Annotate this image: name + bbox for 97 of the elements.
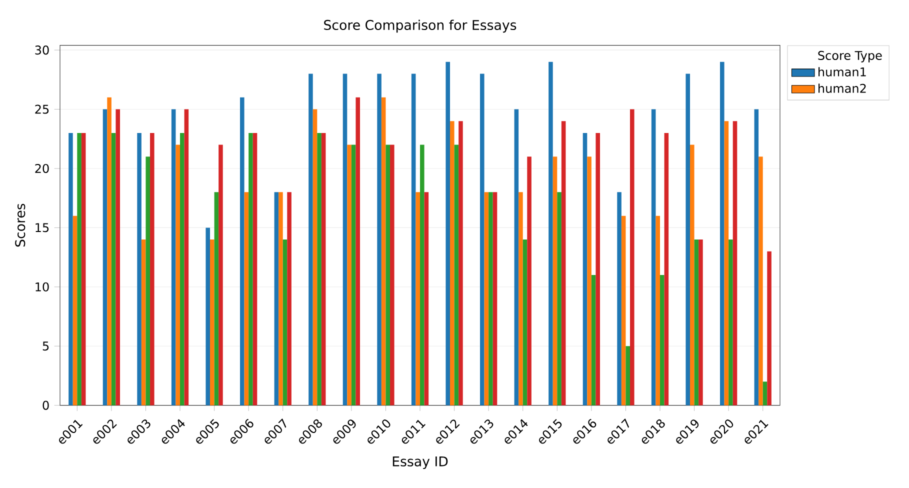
- bar: [176, 144, 180, 406]
- bar: [107, 97, 112, 406]
- bar: [150, 132, 154, 406]
- bar: [68, 132, 73, 406]
- bar: [561, 121, 566, 406]
- x-axis-title: Essay ID: [392, 456, 448, 469]
- bar: [424, 192, 429, 406]
- bar: [596, 132, 600, 406]
- bar: [694, 240, 699, 406]
- bar: [116, 109, 120, 406]
- bar: [416, 192, 420, 406]
- bar: [411, 74, 416, 406]
- bar: [552, 156, 558, 406]
- bar: [171, 109, 176, 406]
- bar: [317, 132, 322, 406]
- bar: [732, 121, 738, 406]
- bar: [762, 382, 768, 406]
- bar: [626, 346, 630, 406]
- bar: [446, 62, 450, 406]
- bar: [518, 192, 523, 406]
- bar: [698, 240, 703, 406]
- bar: [248, 132, 253, 406]
- bar: [81, 132, 86, 406]
- bar: [527, 156, 532, 406]
- bar: [754, 109, 759, 406]
- bar: [557, 192, 562, 406]
- bar: [767, 251, 772, 406]
- bar: [386, 144, 390, 406]
- bar: [758, 156, 763, 406]
- bar: [72, 216, 78, 406]
- bar: [488, 192, 493, 406]
- bar: [137, 132, 142, 406]
- bar: [274, 192, 279, 406]
- bar: [724, 121, 729, 406]
- bar: [617, 192, 622, 406]
- bar: [484, 192, 489, 406]
- chart-title: Score Comparison for Essays: [324, 20, 516, 33]
- bar: [664, 132, 669, 406]
- bar: [184, 109, 189, 406]
- bar: [390, 144, 394, 406]
- bar: [690, 144, 694, 406]
- bar: [656, 216, 660, 406]
- bar: [282, 240, 288, 406]
- y-tick-label: 0: [42, 400, 49, 410]
- bar: [514, 109, 519, 406]
- bar: [287, 192, 292, 406]
- bar: [458, 121, 463, 406]
- bar: [454, 144, 459, 406]
- bar: [492, 192, 498, 406]
- y-axis-title: Scores: [15, 204, 26, 247]
- bar: [347, 144, 352, 406]
- bar: [728, 240, 733, 406]
- y-tick-label: 15: [36, 223, 49, 232]
- bar: [377, 74, 382, 406]
- bar: [210, 240, 214, 406]
- bar: [102, 109, 108, 406]
- bar: [218, 144, 223, 406]
- legend-title: Score Type: [818, 50, 882, 62]
- bar: [252, 132, 258, 406]
- bar: [321, 132, 326, 406]
- bar: [278, 192, 283, 406]
- y-tick-label: 25: [35, 104, 49, 114]
- bar: [308, 74, 313, 406]
- bar: [206, 228, 210, 406]
- bar: [214, 192, 219, 406]
- bar: [621, 216, 626, 406]
- bar: [630, 109, 634, 406]
- y-tick-label: 5: [42, 342, 49, 351]
- bar: [356, 97, 360, 406]
- bar: [651, 109, 656, 406]
- bar: [342, 74, 348, 406]
- bar: [450, 121, 454, 406]
- bar: [351, 144, 356, 406]
- bar: [720, 62, 724, 406]
- bar: [381, 97, 386, 406]
- bar: [312, 109, 318, 406]
- bar: [591, 275, 596, 406]
- bar: [548, 62, 553, 406]
- bar: [141, 240, 146, 406]
- legend-label: human1: [818, 67, 866, 76]
- bar: [582, 132, 588, 406]
- y-tick-label: 30: [35, 46, 49, 55]
- bar: [686, 74, 690, 406]
- bar: [77, 132, 82, 406]
- bar: [240, 97, 244, 406]
- bar: [180, 132, 184, 406]
- bar: [480, 74, 484, 406]
- y-tick-label: 20: [35, 164, 49, 174]
- bar: [660, 275, 664, 406]
- bar: [111, 132, 116, 406]
- bar: [420, 144, 424, 406]
- bar: [244, 192, 249, 406]
- bar: [587, 156, 592, 406]
- bar: [146, 156, 150, 406]
- legend-label: human2: [818, 84, 866, 93]
- y-tick-label: 10: [36, 282, 49, 292]
- bar: [522, 240, 528, 406]
